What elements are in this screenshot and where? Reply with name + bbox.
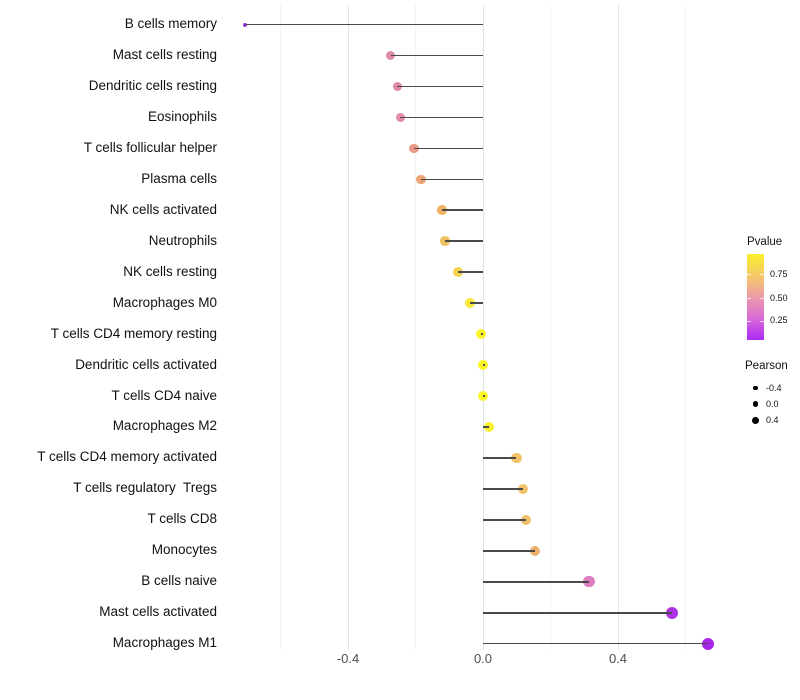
- pvalue-colorbar: [747, 254, 764, 340]
- lollipop-stem: [483, 550, 535, 552]
- pearson-size-dot: [753, 385, 758, 391]
- gridline-minor: [415, 5, 416, 650]
- lollipop-dot: [517, 483, 529, 495]
- pvalue-tickmark-left: [747, 274, 751, 276]
- lollipop-dot: [666, 606, 679, 619]
- category-label: T cells follicular helper: [83, 139, 217, 155]
- lollipop-dot: [529, 545, 541, 557]
- category-label: T cells CD4 naive: [111, 387, 217, 403]
- category-label: Macrophages M1: [112, 635, 217, 651]
- lollipop-stem: [483, 611, 673, 614]
- x-tick-label: 0.4: [608, 651, 628, 666]
- gridline-major: [617, 5, 619, 650]
- lollipop-dot: [583, 576, 595, 588]
- lollipop-stem: [244, 23, 483, 26]
- lollipop-stem: [480, 333, 483, 335]
- pvalue-tickmark-left: [747, 298, 751, 300]
- lollipop-dot: [484, 421, 495, 432]
- x-tick-label: 0.0: [473, 651, 493, 666]
- lollipop-stem: [483, 519, 527, 521]
- category-label: T cells CD8: [147, 511, 217, 527]
- gridline-major: [347, 5, 349, 650]
- category-label: Macrophages M0: [112, 294, 217, 310]
- lollipop-stem: [390, 54, 483, 57]
- pearson-size-label: -0.4: [766, 382, 782, 393]
- gridline-major: [482, 5, 484, 650]
- pvalue-tick-label: 0.50: [770, 292, 788, 303]
- category-label: T cells regulatory Tregs: [73, 480, 217, 496]
- pvalue-tickmark-right: [760, 320, 764, 322]
- pearson-size-label: 0.4: [766, 414, 779, 425]
- lollipop-stem: [483, 457, 517, 459]
- lollipop-dot: [409, 143, 419, 154]
- category-label: NK cells activated: [109, 201, 217, 217]
- category-label: Plasma cells: [141, 170, 217, 186]
- category-label: T cells CD4 memory activated: [37, 449, 217, 465]
- pearson-size-dot: [752, 401, 759, 407]
- category-label: B cells memory: [124, 16, 217, 31]
- category-label: NK cells resting: [123, 263, 217, 279]
- pvalue-tickmark-left: [747, 320, 751, 322]
- gridline-minor: [280, 5, 281, 650]
- gridline-minor: [550, 5, 551, 650]
- lollipop-stem: [457, 271, 483, 273]
- category-label: T cells CD4 memory resting: [50, 325, 217, 341]
- category-label: Dendritic cells activated: [75, 356, 217, 372]
- lollipop-stem: [483, 642, 709, 645]
- lollipop-stem: [483, 580, 589, 583]
- lollipop-stem: [469, 302, 483, 304]
- lollipop-dot: [439, 236, 450, 247]
- pvalue-tick-label: 0.75: [770, 268, 788, 279]
- gridline-minor: [685, 5, 686, 650]
- pvalue-tickmark-right: [760, 274, 764, 276]
- pvalue-tickmark-right: [760, 298, 764, 300]
- category-label: Monocytes: [151, 542, 217, 558]
- pearson-legend-title: Pearson: [745, 360, 788, 372]
- pearson-size-label: 0.0: [766, 398, 779, 409]
- category-label: Mast cells resting: [112, 46, 217, 62]
- lollipop-dot: [520, 514, 532, 526]
- lollipop-stem: [400, 116, 483, 119]
- pvalue-legend-title: Pvalue: [747, 236, 783, 248]
- pvalue-tick-label: 0.25: [770, 315, 788, 326]
- lollipop-stem: [483, 395, 485, 397]
- category-label: Macrophages M2: [112, 418, 217, 434]
- category-label: B cells naive: [141, 573, 217, 589]
- lollipop-stem: [483, 488, 523, 490]
- lollipop-stem: [444, 240, 483, 242]
- pearson-size-dot: [752, 416, 759, 424]
- lollipop-stem: [441, 209, 483, 212]
- lollipop-stem: [483, 364, 485, 366]
- category-label: Eosinophils: [147, 108, 217, 124]
- lollipop-stem: [397, 85, 483, 88]
- lollipop-stem: [414, 147, 483, 150]
- category-label: Neutrophils: [148, 232, 217, 248]
- lollipop-dot: [386, 50, 396, 61]
- category-label: Mast cells activated: [99, 604, 217, 620]
- x-tick-label: -0.4: [336, 651, 360, 666]
- category-label: Dendritic cells resting: [88, 77, 217, 93]
- lollipop-stem: [483, 426, 490, 428]
- lollipop-stem: [420, 178, 483, 181]
- lollipop-dot: [395, 112, 405, 122]
